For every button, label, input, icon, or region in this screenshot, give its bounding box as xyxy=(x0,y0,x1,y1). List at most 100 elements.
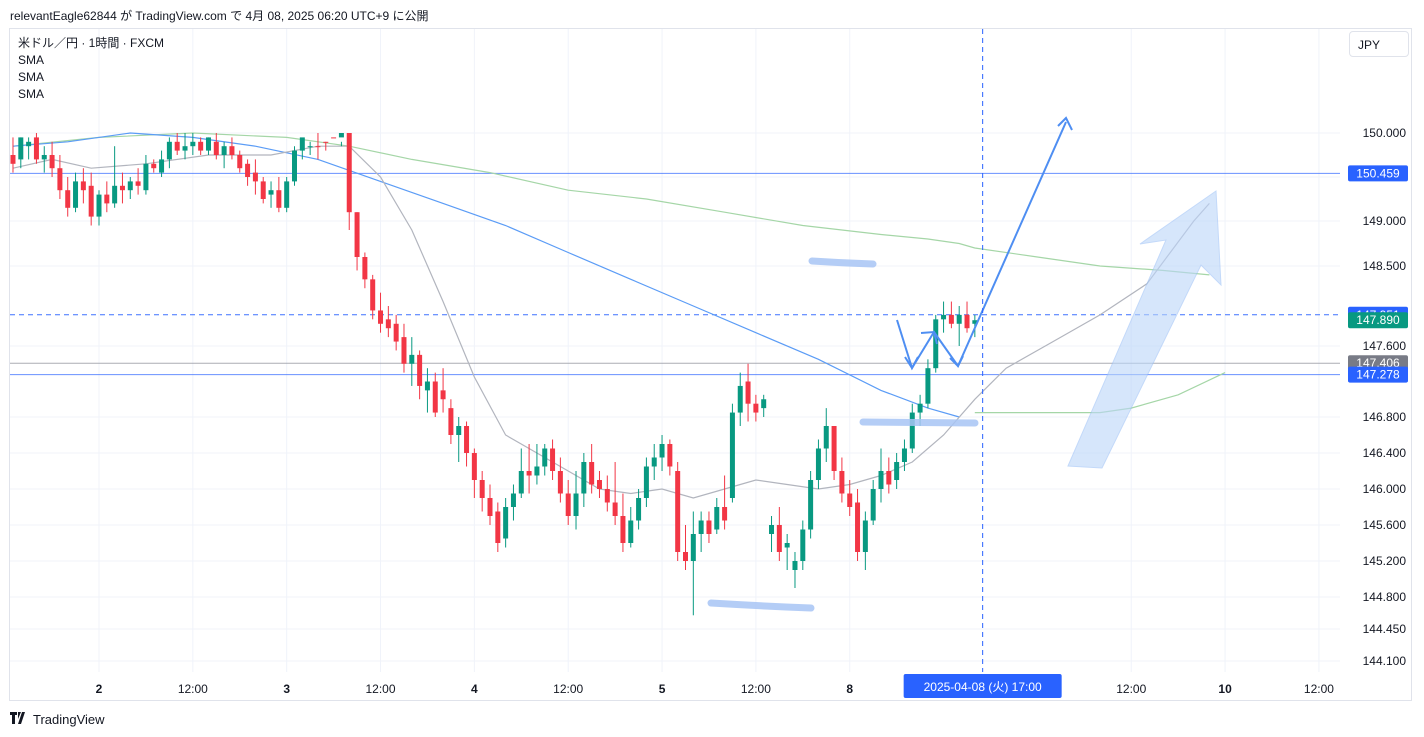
candle-body xyxy=(557,471,563,494)
y-tick-label: 146.000 xyxy=(1363,482,1407,496)
candle-body xyxy=(378,310,384,324)
candle-body xyxy=(104,194,110,204)
candle-body xyxy=(440,390,446,400)
price-axis: 150.000149.500149.000148.500147.600146.8… xyxy=(1348,126,1408,668)
candle-body xyxy=(284,181,290,208)
candle-body xyxy=(385,319,391,329)
candle-body xyxy=(166,141,172,160)
candle-body xyxy=(690,534,696,561)
sma-lines xyxy=(12,132,1226,499)
candle-body xyxy=(73,181,79,208)
candle-body xyxy=(471,453,477,480)
candle-body xyxy=(862,520,868,552)
candle-body xyxy=(628,520,634,543)
candle-body xyxy=(729,412,735,498)
candle-body xyxy=(456,426,462,435)
candle-body xyxy=(596,480,602,489)
y-tick-label: 144.450 xyxy=(1363,622,1407,636)
candle-body xyxy=(96,194,102,217)
candle-body xyxy=(323,141,329,143)
candle-body xyxy=(252,172,258,182)
candle-body xyxy=(370,279,376,311)
candle-body xyxy=(307,146,313,148)
candle-body xyxy=(534,466,540,476)
candle-body xyxy=(550,448,556,471)
sma-legend-3[interactable]: SMA xyxy=(18,87,45,101)
candle-body xyxy=(260,181,266,199)
candle-body xyxy=(432,381,438,413)
candle-body xyxy=(941,314,947,320)
user-drawings xyxy=(707,116,1222,612)
candle-body xyxy=(213,141,219,155)
currency-button[interactable]: JPY xyxy=(1349,31,1409,57)
candle-body xyxy=(354,212,360,257)
candle-body xyxy=(205,137,211,151)
arrowhead xyxy=(1057,116,1073,131)
candle-body xyxy=(636,498,642,521)
candle-body xyxy=(464,426,470,453)
candle-body xyxy=(127,181,133,191)
arrowhead xyxy=(904,356,919,370)
arrowhead xyxy=(949,355,964,368)
candle-body xyxy=(190,141,196,147)
sma-mid-line xyxy=(12,132,960,418)
candle-body xyxy=(393,323,399,342)
sma-slow-line xyxy=(12,132,1210,276)
x-tick-label: 10 xyxy=(1218,682,1232,696)
cursor-date-label: 2025-04-08 (火) 17:00 xyxy=(924,680,1042,694)
candle-body xyxy=(49,155,55,169)
candle-body xyxy=(526,471,532,476)
candle-body xyxy=(933,319,939,369)
y-tick-label: 150.000 xyxy=(1363,126,1407,140)
sma-legend-2[interactable]: SMA xyxy=(18,70,45,84)
candle-body xyxy=(331,137,337,139)
candle-body xyxy=(338,133,344,138)
x-tick-label: 12:00 xyxy=(178,682,208,696)
price-tag-label: 150.459 xyxy=(1356,166,1400,180)
candle-body xyxy=(667,444,673,467)
candle-body xyxy=(714,507,720,530)
candle-body xyxy=(769,525,775,534)
candle-body xyxy=(643,466,649,498)
y-tick-label: 148.500 xyxy=(1363,259,1407,273)
y-tick-label: 144.800 xyxy=(1363,590,1407,604)
candle-body xyxy=(479,480,485,498)
x-tick-label: 2 xyxy=(96,682,103,696)
big-arrow-shape xyxy=(1067,190,1222,469)
candle-body xyxy=(651,457,657,467)
chart-legend: 米ドル／円 · 1時間 · FXCM SMA SMA SMA xyxy=(18,35,164,103)
candle-body xyxy=(33,137,39,160)
candle-body xyxy=(401,337,407,364)
chart-frame[interactable] xyxy=(9,28,1412,701)
candle-body xyxy=(346,133,352,213)
candle-body xyxy=(495,511,501,543)
candle-body xyxy=(901,448,907,462)
candle-body xyxy=(815,448,821,480)
candle-body xyxy=(245,163,251,177)
candle-body xyxy=(589,462,595,485)
candle-body xyxy=(88,185,94,217)
candle-body xyxy=(57,168,63,191)
candle-body xyxy=(823,426,829,449)
candle-body xyxy=(847,493,853,507)
sma-legend-1[interactable]: SMA xyxy=(18,53,45,67)
y-tick-label: 149.000 xyxy=(1363,214,1407,228)
candle-body xyxy=(878,471,884,489)
candle-body xyxy=(292,150,297,182)
candle-body xyxy=(65,190,71,208)
symbol-line[interactable]: 米ドル／円 · 1時間 · FXCM xyxy=(18,36,164,50)
candle-body xyxy=(315,146,321,148)
candle-body xyxy=(503,507,509,539)
candle-body xyxy=(237,155,243,169)
x-tick-label: 8 xyxy=(846,682,853,696)
candle-body xyxy=(948,314,954,324)
published-line: relevantEagle62844 が TradingView.com で 4… xyxy=(10,9,429,23)
y-tick-label: 145.200 xyxy=(1363,554,1407,568)
y-tick-label: 147.600 xyxy=(1363,339,1407,353)
candle-body xyxy=(737,385,743,413)
footer-brand: TradingView xyxy=(10,712,105,727)
highlight-stroke xyxy=(808,257,877,268)
candle-body xyxy=(909,412,915,449)
price-tag xyxy=(1348,165,1408,182)
